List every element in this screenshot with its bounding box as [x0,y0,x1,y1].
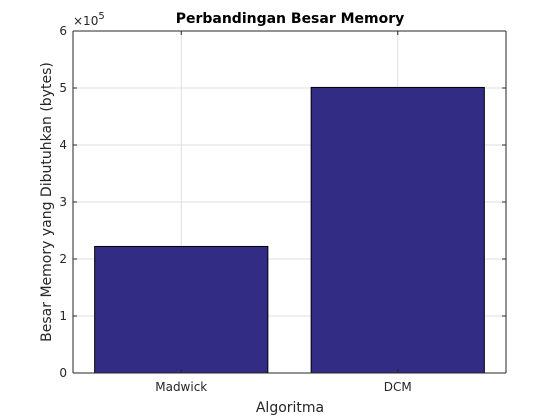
bar-dcm [310,86,485,374]
y-exponent-base: ×10 [73,14,98,28]
x-axis-label: Algoritma [256,400,324,416]
y-tick-label: 3 [59,195,67,209]
y-tick-label: 4 [59,138,67,152]
y-exponent: ×105 [73,11,105,28]
x-tick-labels: Madwick DCM [155,380,412,394]
y-tick-label: 2 [59,252,67,266]
y-exponent-power: 5 [98,11,104,22]
chart-title: Perbandingan Besar Memory [176,11,405,27]
x-tick-label: DCM [384,380,412,394]
bar-madwick [94,245,269,374]
y-tick-label: 5 [59,81,67,95]
y-tick-labels: 0 1 2 3 4 5 6 [59,24,67,380]
y-axis-label: Besar Memory yang Dibutuhkan (bytes) [39,62,55,342]
y-tick-label: 0 [59,366,67,380]
y-tick-label: 6 [59,24,67,38]
x-tick-label: Madwick [155,380,207,394]
axes [72,30,507,374]
y-tick-label: 1 [59,309,67,323]
bars [94,86,485,374]
